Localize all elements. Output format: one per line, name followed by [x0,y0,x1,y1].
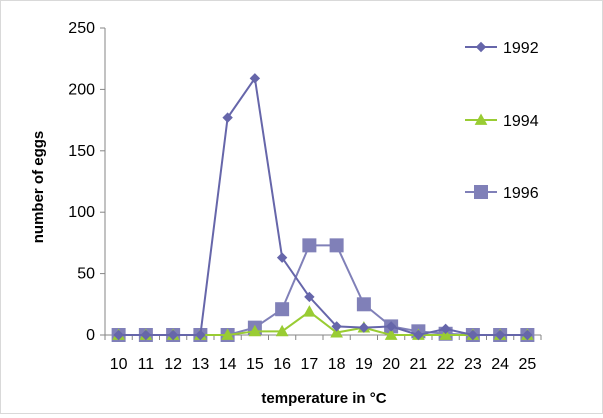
y-tick-label: 250 [68,20,95,37]
data-point-1992 [522,329,533,341]
y-tick-label: 100 [68,204,95,221]
data-point-1992 [440,323,451,335]
data-point-1994 [439,328,452,340]
x-tick-label: 24 [491,356,509,373]
series-layer [111,73,535,342]
data-point-1992 [167,329,179,341]
data-point-1992 [195,329,206,341]
legend-marker-square [474,185,488,199]
x-tick-label: 21 [409,356,427,373]
y-tick-label: 200 [68,81,95,98]
x-tick-label: 17 [300,356,318,373]
data-point-1996 [275,302,290,317]
data-point-1992 [358,322,370,333]
data-point-1996 [329,238,344,253]
data-point-1992 [113,329,124,341]
x-tick-label: 19 [355,356,373,373]
y-tick-label: 150 [68,143,95,160]
x-tick-label: 22 [437,356,455,373]
x-tick-label: 10 [110,356,128,373]
data-point-1994 [303,305,316,317]
x-tick-label: 11 [138,356,155,373]
axes: 0 50 100 150 200 250 10 11 12 13 14 15 16 17 18 19 20 21 2… [68,20,542,373]
x-tick-label: 23 [464,356,482,373]
x-tick-label: 18 [328,356,346,373]
legend-label: 1992 [503,40,539,57]
legend-marker-triangle [474,113,488,125]
x-tick-label: 12 [164,356,182,373]
series-1996 [111,238,535,342]
x-tick-label: 15 [246,356,264,373]
series-1992 [113,73,533,341]
x-tick-label: 14 [219,356,237,373]
data-point-1992 [276,252,288,263]
data-point-1996 [356,297,371,312]
data-point-1994 [275,324,289,337]
legend-item-1992: 1992 [465,40,539,57]
data-point-1992 [249,73,261,84]
data-point-1992 [222,112,233,123]
data-point-1996 [302,238,317,253]
y-axis-title: number of eggs [30,131,47,244]
x-tick-label: 16 [273,356,291,373]
x-tick-label: 20 [382,356,400,373]
data-point-1992 [331,321,342,332]
data-point-1992 [140,329,152,341]
x-tick-label: 25 [518,356,536,373]
data-point-1992 [413,329,424,341]
data-point-1994 [221,328,234,340]
data-point-1994 [384,328,398,340]
legend-label: 1996 [503,185,539,202]
data-point-1994 [330,326,343,338]
data-point-1992 [385,321,397,332]
series-line-1992 [118,75,528,337]
data-point-1992 [304,291,315,303]
x-tick-label: 13 [191,356,209,373]
legend-label: 1994 [503,113,539,130]
y-tick-label: 50 [77,266,95,283]
legend-item-1996: 1996 [465,185,539,202]
x-axis-title: temperature in °C [261,390,386,407]
legend-item-1994: 1994 [465,113,539,130]
legend-marker-diamond [475,41,487,53]
data-point-1992 [467,329,479,341]
y-tick-label: 0 [86,327,95,344]
data-point-1992 [494,329,506,341]
data-point-1994 [248,324,262,337]
legend: 1992 1994 1996 [465,40,539,202]
